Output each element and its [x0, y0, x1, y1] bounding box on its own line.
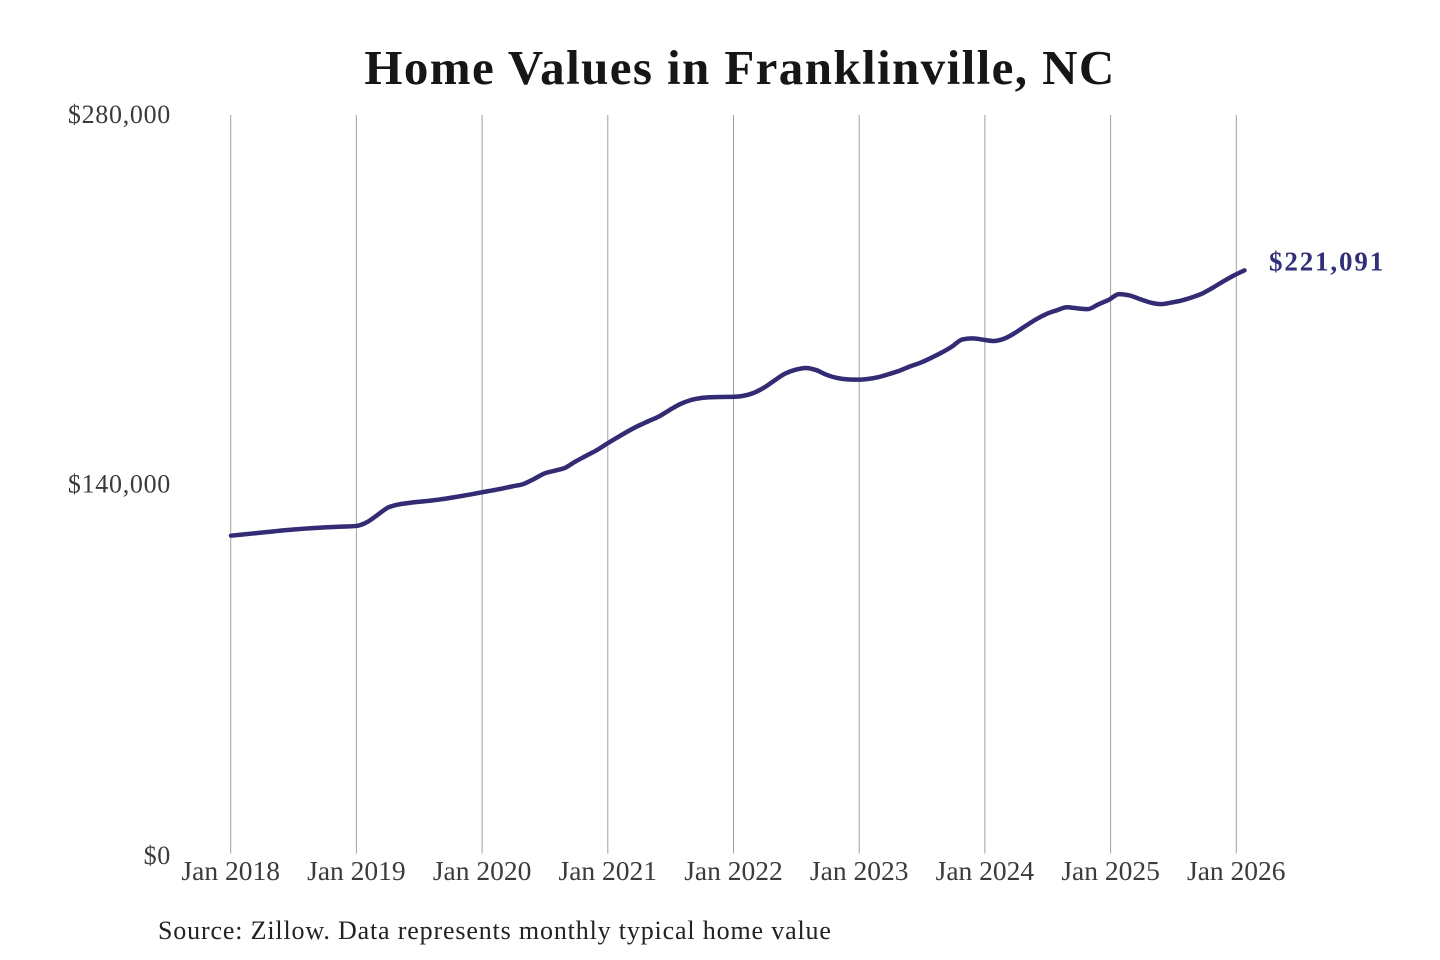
- svg-text:Jan 2023: Jan 2023: [810, 855, 909, 886]
- svg-text:Source: Zillow. Data represent: Source: Zillow. Data represents monthly …: [158, 916, 832, 945]
- svg-text:$280,000: $280,000: [68, 100, 171, 129]
- svg-text:Jan 2024: Jan 2024: [936, 855, 1035, 886]
- svg-text:Jan 2021: Jan 2021: [559, 855, 658, 886]
- svg-text:$221,091: $221,091: [1269, 247, 1385, 277]
- svg-text:Jan 2020: Jan 2020: [433, 855, 532, 886]
- svg-text:Jan 2019: Jan 2019: [307, 855, 406, 886]
- svg-text:Home Values in Franklinville,: Home Values in Franklinville, NC: [364, 40, 1115, 95]
- svg-text:$140,000: $140,000: [68, 470, 171, 499]
- svg-text:Jan 2022: Jan 2022: [684, 855, 783, 886]
- svg-text:Jan 2025: Jan 2025: [1061, 855, 1160, 886]
- svg-text:Jan 2018: Jan 2018: [181, 855, 280, 886]
- svg-text:Jan 2026: Jan 2026: [1187, 855, 1286, 886]
- svg-text:$0: $0: [144, 841, 171, 870]
